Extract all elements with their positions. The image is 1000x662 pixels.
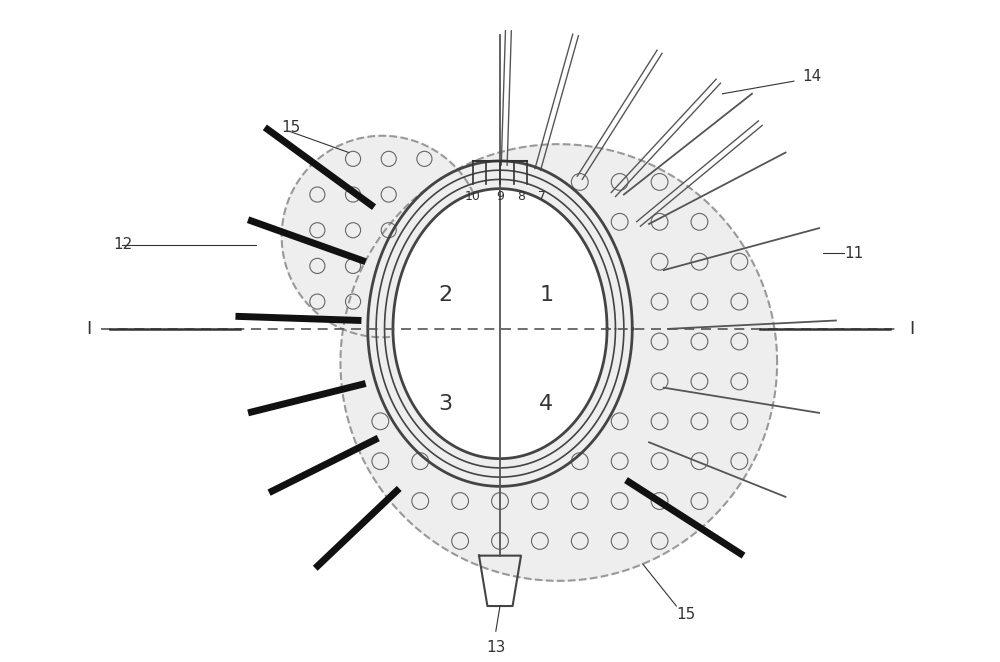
Polygon shape	[282, 136, 483, 338]
Text: 10: 10	[465, 191, 481, 203]
Text: I: I	[909, 320, 914, 338]
Text: 14: 14	[802, 70, 822, 85]
Polygon shape	[340, 144, 777, 581]
Polygon shape	[393, 189, 607, 459]
Text: 12: 12	[114, 238, 133, 252]
Text: 15: 15	[282, 120, 301, 135]
Text: 1: 1	[539, 285, 553, 305]
Text: I: I	[86, 320, 91, 338]
Text: 3: 3	[438, 395, 452, 414]
Text: 13: 13	[486, 639, 505, 655]
Text: 7: 7	[538, 191, 546, 203]
Text: 8: 8	[517, 191, 525, 203]
Text: 4: 4	[539, 395, 553, 414]
Text: 11: 11	[844, 246, 864, 261]
Text: 9: 9	[496, 191, 504, 203]
Text: 2: 2	[438, 285, 452, 305]
Text: 15: 15	[676, 607, 696, 622]
